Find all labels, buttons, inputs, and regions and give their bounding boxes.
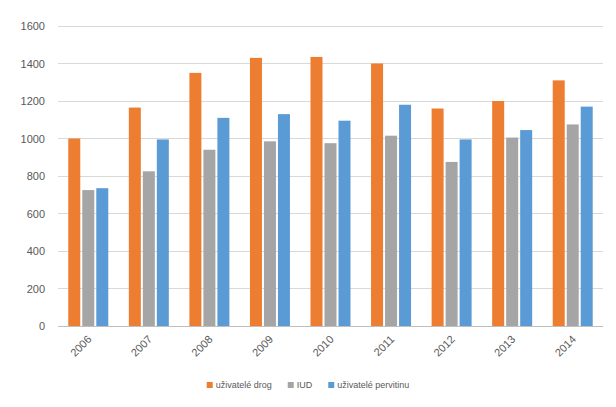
legend-marker	[328, 382, 334, 388]
bar	[553, 80, 565, 326]
bar	[157, 139, 169, 326]
legend: uživatelé drog IUD uživatelé pervitinu	[207, 380, 410, 390]
bar	[278, 114, 290, 326]
bar	[399, 105, 411, 326]
y-tick-label: 200	[27, 283, 45, 295]
x-tick-label: 2006	[68, 333, 94, 359]
background	[0, 0, 616, 407]
bar	[129, 108, 141, 326]
bar	[460, 139, 472, 326]
x-axis: 2006 2007 2008 2009 2010 2011 2012 2013 2014	[68, 333, 578, 359]
bar	[506, 138, 518, 326]
legend-marker	[207, 382, 213, 388]
bar	[339, 121, 351, 326]
y-axis: 0 200 400 600 800 1000 1200 1400 1600	[21, 20, 603, 332]
x-tick-label: 2010	[310, 333, 336, 359]
bar	[371, 64, 383, 327]
bar	[385, 136, 397, 326]
y-tick-label: 1200	[21, 95, 45, 107]
grid-line	[58, 101, 603, 102]
bar	[217, 118, 229, 326]
y-tick-label: 1000	[21, 133, 45, 145]
y-tick-label: 1600	[21, 20, 45, 32]
grid-line	[58, 63, 603, 64]
bar	[432, 109, 444, 327]
y-tick-label: 800	[27, 170, 45, 182]
y-tick-label: 600	[27, 208, 45, 220]
bar	[567, 124, 579, 326]
chart: 0200400600800100012001400160020062007200…	[0, 0, 616, 407]
x-tick-label: 2008	[189, 333, 215, 359]
x-tick-label: 2013	[492, 333, 518, 359]
y-tick-label: 400	[27, 245, 45, 257]
bar	[446, 162, 458, 326]
legend-marker	[288, 382, 294, 388]
y-tick-label: 1400	[21, 58, 45, 70]
legend-label: uživatelé pervitinu	[337, 380, 409, 390]
legend-label: uživatelé drog	[216, 380, 272, 390]
bar	[203, 150, 215, 326]
bar	[250, 58, 262, 326]
chart-container: 0200400600800100012001400160020062007200…	[0, 0, 616, 407]
bar	[143, 171, 155, 326]
x-tick-label: 2012	[431, 333, 457, 359]
y-tick-label: 0	[39, 320, 45, 332]
grid-line	[58, 26, 603, 27]
bar	[68, 139, 80, 327]
bar	[189, 73, 201, 326]
x-tick-label: 2007	[128, 333, 154, 359]
bar	[325, 143, 337, 326]
x-tick-label: 2009	[250, 333, 276, 359]
x-tick-label: 2011	[371, 333, 396, 358]
bar	[520, 130, 532, 326]
bar	[264, 141, 276, 326]
bars	[68, 57, 592, 326]
bar	[311, 57, 323, 326]
bar	[581, 107, 593, 326]
x-tick-label: 2014	[552, 333, 578, 359]
legend-label: IUD	[297, 380, 313, 390]
bar	[492, 101, 504, 326]
bar	[96, 188, 108, 326]
y-axis-line	[58, 26, 59, 326]
bar	[82, 190, 94, 326]
